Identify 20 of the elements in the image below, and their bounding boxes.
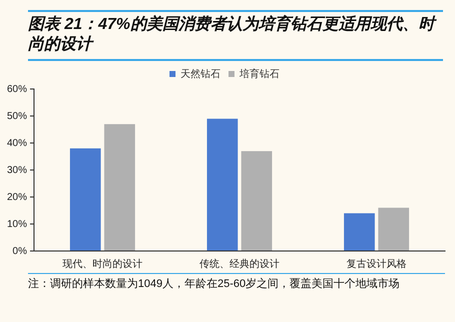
y-tick-label: 40% — [7, 138, 28, 149]
x-tick-label: 传统、经典的设计 — [200, 258, 280, 270]
y-tick-label: 0% — [12, 246, 28, 257]
bar — [241, 151, 272, 250]
legend-label: 培育钻石 — [238, 68, 280, 80]
y-tick-label: 10% — [7, 218, 28, 230]
y-tick-label: 50% — [7, 110, 28, 122]
x-tick-label: 现代、时尚的设计 — [62, 258, 143, 270]
y-tick-label: 30% — [7, 164, 28, 176]
bar — [70, 148, 101, 250]
bar — [206, 118, 238, 250]
chart-title: 图表 21：47%的美国消费者认为培育钻石更适用现代、时尚的设计 — [28, 10, 443, 61]
bar — [378, 208, 410, 250]
y-tick-label: 60% — [7, 84, 28, 95]
text: 注：调研的样本数量为1049人，年龄在25-60岁之间，覆盖美国十个地域市场 — [28, 273, 445, 291]
y-tick-label: 20% — [7, 192, 28, 203]
x-tick-label: 复古设计风格 — [346, 258, 406, 270]
legend-label: 天然钻石 — [180, 68, 220, 80]
bar — [344, 213, 375, 250]
bar — [104, 124, 136, 250]
